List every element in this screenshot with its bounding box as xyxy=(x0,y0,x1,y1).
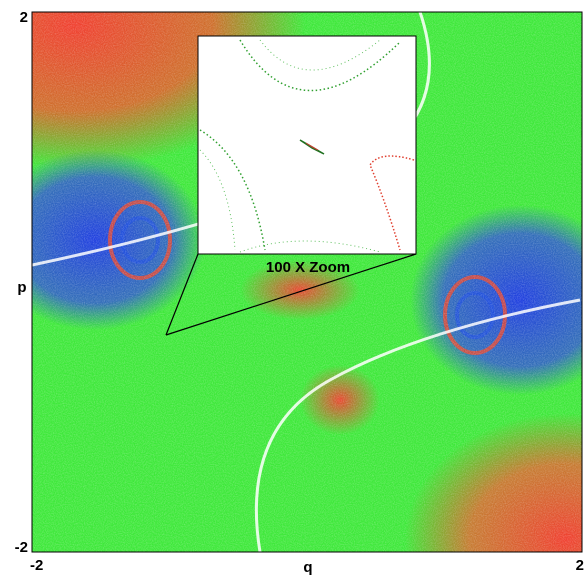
x-axis-label: q xyxy=(303,559,312,576)
y-axis-label: p xyxy=(17,279,26,296)
zoom-label: 100 X Zoom xyxy=(266,259,350,276)
x-tick-label: -2 xyxy=(30,557,43,574)
y-tick-label: 2 xyxy=(20,9,28,26)
zoom-inset xyxy=(198,36,416,254)
y-tick-label: -2 xyxy=(15,539,28,556)
chart: 100 X Zoom q p -2 2 -2 2 xyxy=(0,0,585,577)
x-tick-label: 2 xyxy=(576,557,584,574)
